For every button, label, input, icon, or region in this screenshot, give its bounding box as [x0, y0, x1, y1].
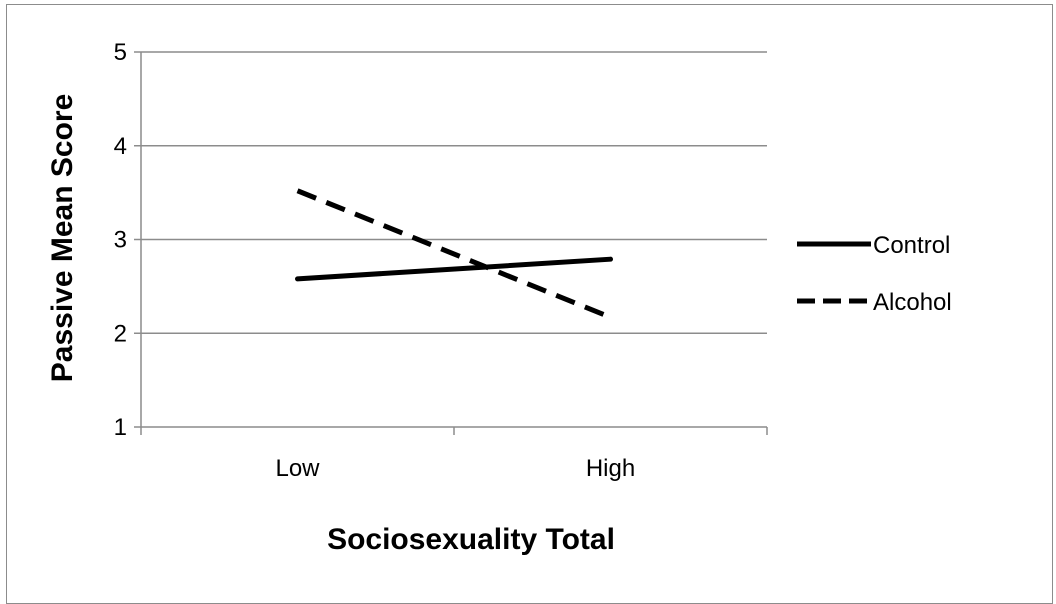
y-tick-label: 4	[114, 133, 127, 160]
x-tick-label: High	[586, 455, 635, 482]
y-tick-label: 3	[114, 227, 127, 254]
legend: Control Alcohol	[797, 232, 952, 316]
series-line-control	[295, 256, 613, 282]
x-axis-title: Sociosexuality Total	[327, 523, 615, 556]
legend-label-control: Control	[873, 232, 950, 259]
gridlines	[134, 51, 767, 428]
x-tick-label: Low	[275, 455, 320, 482]
y-tick-label: 5	[114, 39, 127, 66]
y-tick-labels: 1 2 3 4 5	[114, 39, 127, 441]
line-chart: 1 2 3 4 5 Low High Passive Mean Score Sociose…	[46, 39, 952, 556]
y-tick-label: 2	[114, 320, 127, 347]
series-lines	[295, 188, 613, 320]
y-axis-title: Passive Mean Score	[46, 94, 79, 383]
x-tick-labels: Low High	[140, 427, 768, 482]
y-tick-label: 1	[114, 414, 127, 441]
legend-label-alcohol: Alcohol	[873, 289, 952, 316]
series-line-alcohol	[296, 188, 612, 320]
